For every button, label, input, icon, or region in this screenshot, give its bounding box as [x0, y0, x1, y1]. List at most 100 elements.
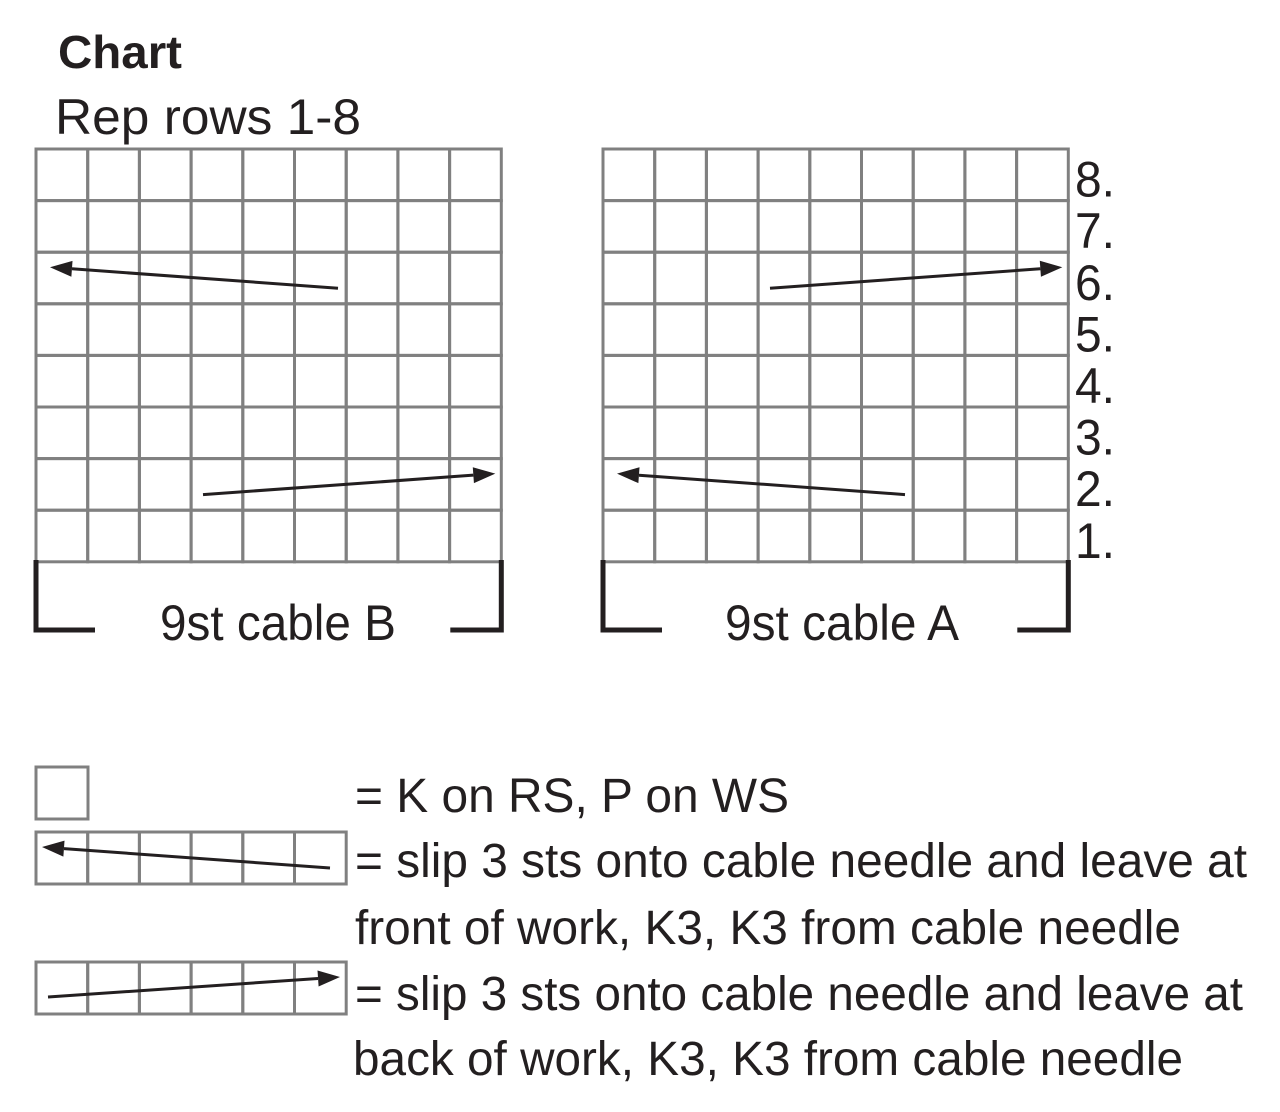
stitch-cell — [396, 199, 452, 254]
bracket-right — [1017, 560, 1071, 633]
stitch-cell — [963, 353, 1019, 409]
stitch-cell — [860, 405, 915, 461]
stitch-cell — [601, 353, 657, 409]
stitch-cell — [601, 147, 657, 203]
row-number: 2. — [1075, 461, 1115, 517]
stitch-cell — [448, 405, 503, 461]
arrowhead-icon — [42, 840, 65, 857]
stitch-cell — [911, 199, 967, 254]
stitch-cell — [963, 250, 1019, 306]
stitch-cell — [448, 353, 503, 409]
stitch-cell — [860, 457, 915, 512]
stitch-cell — [911, 353, 967, 409]
stitch-cell — [601, 405, 657, 461]
stitch-cell — [756, 353, 812, 409]
legend-symbol-cable-back — [34, 960, 348, 1016]
stitch-cell — [344, 250, 400, 306]
stitch-cell — [241, 830, 297, 886]
legend-text-cable-front-2: front of work, K3, K3 from cable needle — [355, 902, 1181, 955]
stitch-cell — [34, 250, 90, 306]
stitch-cell — [653, 199, 708, 254]
stitch-cell — [86, 508, 141, 564]
row-number: 1. — [1075, 513, 1115, 569]
stitch-cell — [34, 508, 90, 564]
stitch-cell — [704, 199, 760, 254]
stitch-cell — [601, 199, 657, 254]
chart-cable-a — [600, 147, 1071, 633]
stitch-cell — [241, 508, 297, 564]
chart-label-cable-a: 9st cable A — [725, 595, 960, 651]
stitch-cell — [704, 405, 760, 461]
chart-subtitle: Rep rows 1-8 — [55, 89, 361, 145]
stitch-cell — [241, 199, 297, 254]
stitch-cell — [34, 830, 90, 886]
stitch-cell — [860, 147, 915, 203]
stitch-cell — [396, 405, 452, 461]
stitch-cell — [653, 508, 708, 564]
stitch-cell — [293, 250, 348, 306]
stitch-cell — [189, 353, 245, 409]
row-number: 4. — [1075, 358, 1115, 414]
arrowhead-icon — [472, 467, 496, 484]
stitch-cell — [808, 353, 863, 409]
stitch-cell — [137, 302, 193, 357]
stitch-cell — [704, 147, 760, 203]
stitch-cell — [911, 302, 967, 357]
stitch-cell — [756, 250, 812, 306]
stitch-cell — [653, 147, 708, 203]
stitch-cell — [601, 508, 657, 564]
stitch-cell — [344, 147, 400, 203]
stitch-cell — [448, 302, 503, 357]
cable-arrow — [769, 260, 1063, 290]
stitch-cell — [601, 250, 657, 306]
stitch-cell — [860, 353, 915, 409]
stitch-cell — [653, 405, 708, 461]
stitch-cell — [911, 508, 967, 564]
row-number: 3. — [1075, 410, 1115, 466]
stitch-cell — [808, 250, 863, 306]
stitch-cell — [396, 147, 452, 203]
stitch-cell — [241, 250, 297, 306]
stitch-cell — [34, 302, 90, 357]
stitch-cell — [808, 405, 863, 461]
row-number: 8. — [1075, 152, 1115, 208]
stitch-cell — [1015, 508, 1070, 564]
stitch-cell — [653, 250, 708, 306]
stitch-cell — [137, 508, 193, 564]
stitch-cell — [34, 353, 90, 409]
stitch-cell — [137, 457, 193, 512]
stitch-cell — [396, 508, 452, 564]
stitch-cell — [86, 250, 141, 306]
row-number: 6. — [1075, 255, 1115, 311]
stitch-cell — [963, 147, 1019, 203]
stitch-cell — [1015, 147, 1070, 203]
stitch-cell — [241, 405, 297, 461]
stitch-cell — [808, 508, 863, 564]
legend-text-cable-back-1: = slip 3 sts onto cable needle and leave… — [355, 968, 1243, 1021]
stitch-cell — [344, 508, 400, 564]
stitch-cell — [448, 508, 503, 564]
stitch-cell — [86, 302, 141, 357]
stitch-cell — [653, 302, 708, 357]
stitch-cell — [396, 353, 452, 409]
stitch-cell — [34, 960, 90, 1016]
stitch-cell — [86, 353, 141, 409]
legend-symbol-cable-front — [34, 830, 348, 886]
stitch-cell — [1015, 457, 1070, 512]
stitch-cell — [704, 508, 760, 564]
stitch-cell — [34, 147, 90, 203]
stitch-cell — [241, 147, 297, 203]
stitch-cell — [293, 147, 348, 203]
stitch-cell — [293, 508, 348, 564]
chart-label-cable-b: 9st cable B — [160, 595, 396, 651]
stitch-cell — [34, 765, 90, 821]
stitch-cell — [448, 457, 503, 512]
stitch-cell — [241, 960, 297, 1016]
stitch-cell — [86, 147, 141, 203]
stitch-cell — [293, 830, 348, 886]
stitch-cell — [344, 353, 400, 409]
stitch-cell — [293, 302, 348, 357]
stitch-cell — [189, 147, 245, 203]
stitch-cell — [860, 199, 915, 254]
stitch-cell — [137, 147, 193, 203]
